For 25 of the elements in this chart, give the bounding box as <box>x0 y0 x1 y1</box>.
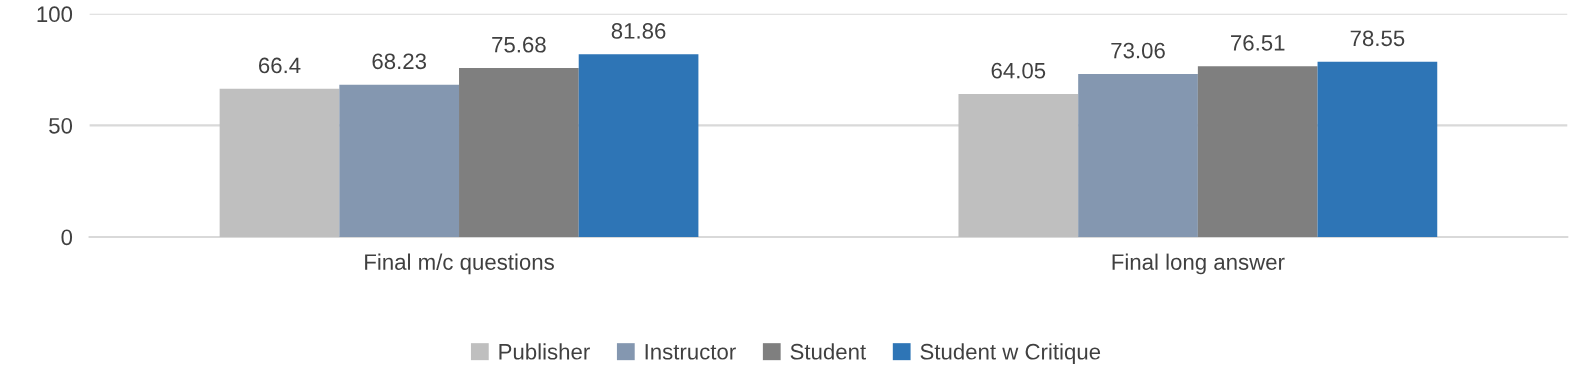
bar <box>1078 73 1198 237</box>
legend-label: Instructor <box>645 344 736 360</box>
x-tick-label: Final m/c questions <box>365 253 554 275</box>
data-label: 64.05 <box>991 62 1046 79</box>
data-label: 66.4 <box>258 57 301 74</box>
bar <box>578 54 699 237</box>
data-label: 68.23 <box>372 53 427 70</box>
data-label: 81.86 <box>611 23 666 39</box>
data-label: 75.68 <box>492 36 546 53</box>
legend-label: Publisher <box>499 343 590 360</box>
legend-label: Student <box>790 343 866 360</box>
bar <box>1197 66 1318 237</box>
bar <box>1317 61 1438 237</box>
bar <box>459 68 579 237</box>
y-tick-label: 0 <box>61 229 73 246</box>
bar <box>339 84 460 237</box>
y-tick-label: 100 <box>37 6 73 23</box>
bar <box>958 94 1079 237</box>
data-label: 73.06 <box>1111 42 1165 59</box>
data-label: 76.51 <box>1231 34 1285 51</box>
x-tick-label: Final long answer <box>1112 253 1285 275</box>
legend-label: Student w Critique <box>920 343 1101 364</box>
y-tick-label: 50 <box>49 117 73 134</box>
bar <box>219 88 340 237</box>
data-label: 78.55 <box>1350 30 1405 47</box>
